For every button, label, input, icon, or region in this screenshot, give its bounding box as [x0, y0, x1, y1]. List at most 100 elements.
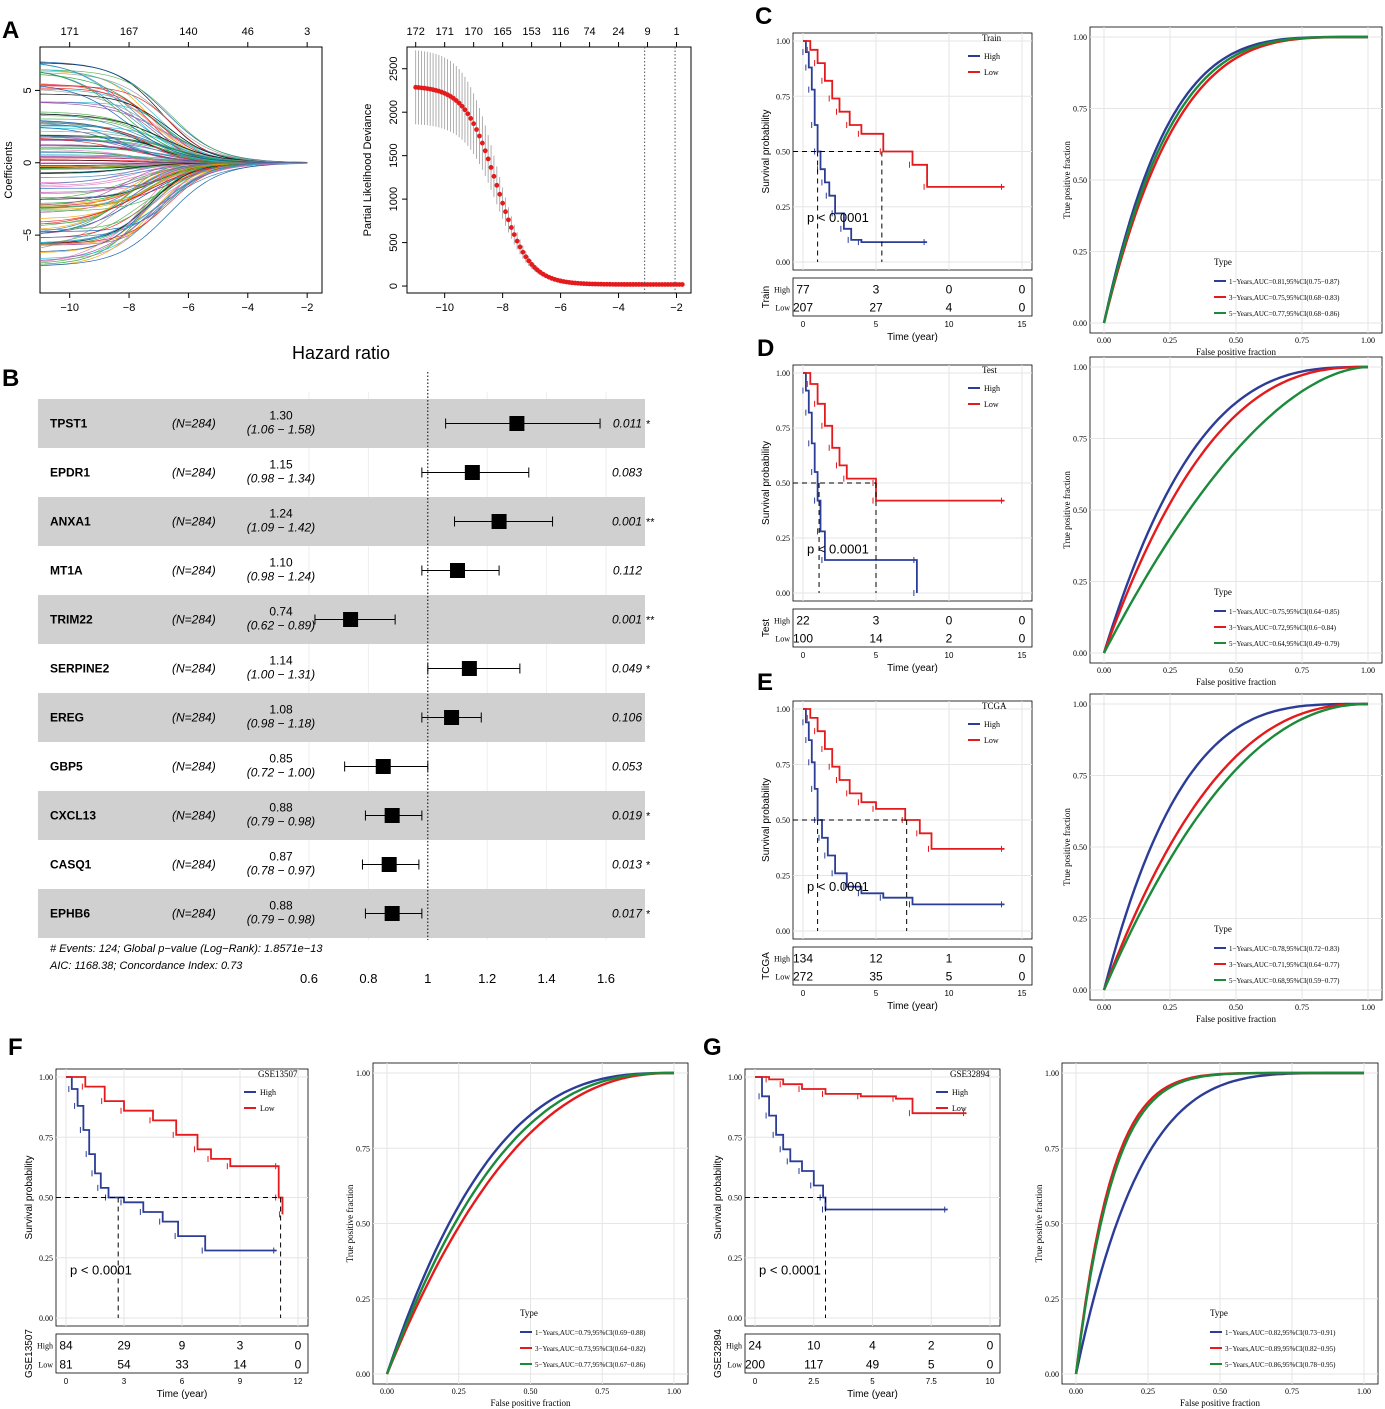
roc-curve — [1102, 365, 1368, 654]
legend-title: GSE13507 — [258, 1069, 298, 1079]
p-value: 0.001 — [612, 515, 642, 529]
coefficient-path — [39, 162, 308, 243]
legend-label: 5−Years,AUC=0.64,95%CI(0.49−0.79) — [1229, 640, 1340, 648]
legend-high: High — [952, 1088, 968, 1097]
y-tick-label: 0.25 — [1073, 578, 1087, 587]
top-tick-label: 74 — [583, 26, 595, 38]
risk-high-label: High — [726, 1342, 742, 1351]
hr-value: 0.85 — [269, 752, 293, 766]
coefficient-path — [39, 130, 308, 163]
cv-point — [500, 200, 506, 206]
top-tick-label: 3 — [304, 26, 310, 38]
x-tick-label: 0.00 — [1069, 1387, 1083, 1396]
roc-plot-F: 0.00 0.00 0.25 0.25 0.50 0.50 0.75 0.75 1.00 1.00… — [345, 1062, 689, 1408]
hr-value: 0.87 — [269, 850, 293, 864]
roc-curve — [385, 1071, 674, 1375]
risk-table-label: GSE13507 — [24, 1329, 35, 1378]
x-tick-label: 15 — [1018, 651, 1027, 660]
y-tick-label: 0 — [22, 160, 34, 166]
ci-value: (0.98 − 1.34) — [247, 472, 315, 486]
y-tick-label: 1.00 — [728, 1073, 742, 1082]
risk-low-count: 0 — [987, 1357, 994, 1371]
x-tick-label: 2.5 — [808, 1377, 820, 1386]
risk-high-count: 0 — [946, 282, 953, 296]
legend-label: 3−Years,AUC=0.89,95%CI(0.82−0.95) — [1225, 1345, 1336, 1353]
x-axis-title: Time (year) — [887, 1001, 938, 1012]
x-tick-label: 0.75 — [1295, 1003, 1309, 1012]
x-tick-label: −6 — [554, 302, 567, 314]
hr-marker — [381, 857, 397, 872]
hr-value: 0.74 — [269, 605, 293, 619]
x-tick-label: 0.75 — [1285, 1387, 1299, 1396]
coefficient-path — [39, 162, 308, 213]
ci-value: (0.79 − 0.98) — [247, 815, 315, 829]
row-shade — [38, 889, 645, 938]
forest-row: EPDR1 (N=284) 1.15(0.98 − 1.34) 0.083 — [50, 458, 642, 486]
y-tick-label: 0.00 — [356, 1370, 370, 1379]
x-tick-label: 9 — [238, 1377, 243, 1386]
risk-low-count: 117 — [804, 1357, 823, 1371]
forest-row: CASQ1 (N=284) 0.87(0.78 − 0.97) 0.013 * — [50, 850, 651, 878]
cv-point — [482, 148, 488, 154]
legend-title: Type — [1210, 1308, 1228, 1318]
coefficient-path — [39, 162, 308, 261]
legend-label: 3−Years,AUC=0.72,95%CI(0.6−0.84) — [1229, 624, 1337, 632]
x-tick-label: −2 — [670, 302, 683, 314]
p-value: 0.053 — [612, 760, 642, 774]
y-tick-label: 0.50 — [776, 148, 790, 157]
y-tick-label: 1.00 — [776, 369, 790, 378]
x-tick-label: 7.5 — [926, 1377, 938, 1386]
p-value: 0.001 — [612, 613, 642, 627]
x-tick-label: 0.50 — [1213, 1387, 1227, 1396]
legend-label: 5−Years,AUC=0.77,95%CI(0.68−0.86) — [1229, 310, 1340, 318]
risk-high-count: 0 — [1019, 282, 1026, 296]
x-tick-label: −10 — [60, 302, 79, 314]
risk-low-count: 0 — [295, 1357, 302, 1371]
top-tick-label: 171 — [435, 26, 453, 38]
y-axis-title: Coefficients — [3, 141, 15, 199]
risk-high-count: 24 — [748, 1339, 762, 1353]
cv-point — [477, 133, 482, 139]
footer-aic: AIC: 1168.38; Concordance Index: 0.73 — [49, 960, 243, 972]
ci-value: (0.79 − 0.98) — [247, 913, 315, 927]
significance: * — [646, 860, 651, 872]
risk-high-count: 12 — [869, 951, 883, 965]
hr-value: 1.14 — [269, 654, 293, 668]
y-tick-label: 0.75 — [1073, 772, 1087, 781]
hr-value: 0.88 — [269, 899, 293, 913]
y-tick-label: 0.25 — [1073, 915, 1087, 924]
cv-point — [471, 121, 477, 127]
forest-row: TRIM22 (N=284) 0.74(0.62 − 0.89) 0.001 ** — [38, 595, 655, 644]
y-tick-label: 0.00 — [1045, 1370, 1059, 1379]
hr-value: 1.30 — [269, 409, 293, 423]
legend-label: 5−Years,AUC=0.68,95%CI(0.59−0.77) — [1229, 977, 1340, 985]
forest-plot: Hazard ratio TPST1 (N=284) 1.30(1.06 − 1.58… — [38, 343, 655, 986]
x-tick-label: 0.25 — [1141, 1387, 1155, 1396]
risk-high-count: 29 — [117, 1339, 131, 1353]
p-value: 0.112 — [613, 564, 642, 578]
risk-high-count: 0 — [946, 613, 953, 627]
risk-low-count: 27 — [869, 301, 883, 315]
ci-value: (0.98 − 1.24) — [247, 570, 315, 584]
risk-low-count: 0 — [1019, 301, 1026, 315]
risk-low-count: 272 — [793, 970, 813, 984]
km-curve-high — [803, 708, 1005, 906]
n-label: (N=284) — [172, 662, 216, 676]
p-value: 0.017 — [612, 907, 643, 921]
legend-label: 1−Years,AUC=0.75,95%CI(0.64−0.85) — [1229, 608, 1340, 616]
risk-low-label: Low — [727, 1360, 742, 1369]
row-shade — [38, 693, 645, 742]
y-axis-title: True positive fraction — [1062, 471, 1072, 549]
forest-row: GBP5 (N=284) 0.85(0.72 − 1.00) 0.053 — [50, 752, 642, 780]
y-tick-label: 0.00 — [1073, 319, 1087, 328]
row-shade — [38, 791, 645, 840]
risk-low-count: 14 — [233, 1357, 247, 1371]
roc-curve — [1102, 702, 1368, 991]
cv-points — [413, 50, 685, 287]
p-value: p < 0.0001 — [807, 879, 869, 894]
risk-high-count: 77 — [796, 282, 810, 296]
gene-name: CASQ1 — [50, 858, 92, 872]
roc-curve — [1102, 35, 1368, 324]
cv-point — [508, 225, 514, 230]
coefficient-paths — [39, 61, 308, 267]
